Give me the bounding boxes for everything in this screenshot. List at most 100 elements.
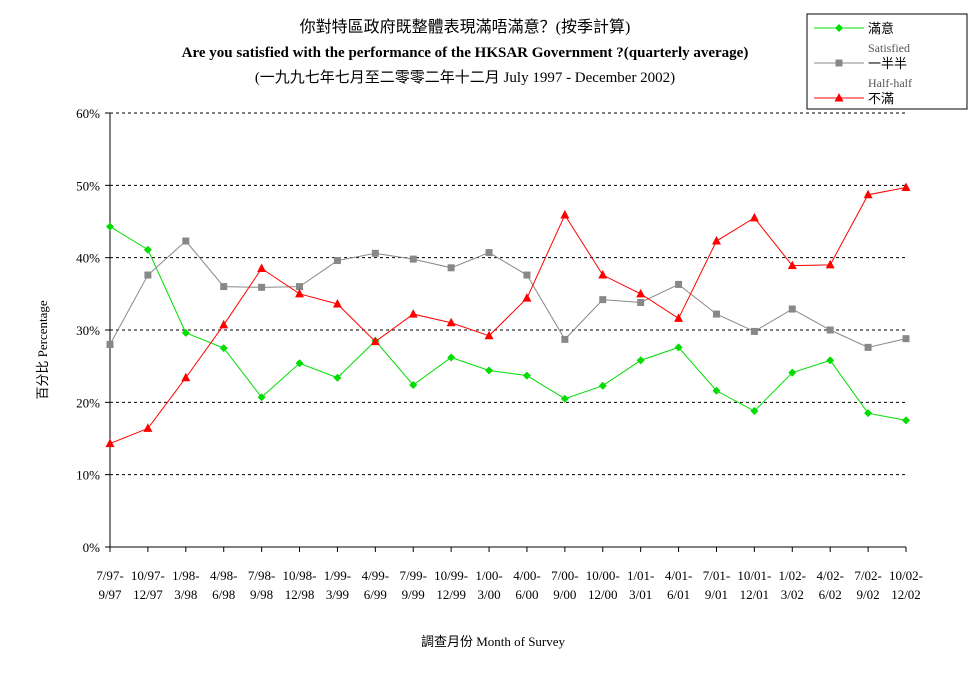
data-point [636,356,645,365]
x-tick-label: 4/99- [362,568,389,583]
x-tick-label: 9/99 [402,587,425,602]
legend-marker [834,93,844,102]
data-point [788,368,797,377]
data-point [825,259,835,269]
data-point [143,423,153,432]
data-point [333,257,341,265]
series-0 [106,222,910,425]
x-tick-label: 6/01 [667,587,690,602]
data-point [750,407,759,416]
x-tick-label: 12/02 [891,587,921,602]
legend-label-en: Satisfied [868,41,910,55]
data-point [258,283,266,291]
data-point [636,288,646,298]
data-point [408,309,418,318]
data-point [182,237,190,245]
data-point [143,245,152,254]
data-point [257,263,267,273]
data-point [675,280,683,288]
chart-subtitle: Are you satisfied with the performance o… [182,45,749,61]
y-tick-label: 40% [76,251,100,266]
data-point [711,236,721,245]
x-tick-label: 7/02- [854,568,881,583]
series-line [109,226,907,421]
x-axis-label: 調查月份 Month of Survey [421,634,566,649]
y-axis-ticks: 0% 10% 20% 30% 40% 50% 60% [76,106,110,555]
x-tick-label: 12/00 [588,587,618,602]
x-tick-label: 4/00- [513,568,540,583]
x-tick-label: 9/97 [98,587,122,602]
x-tick-label: 10/02- [889,568,923,583]
data-point [181,328,190,337]
x-tick-label: 12/01 [740,587,770,602]
data-point [902,335,910,343]
data-point [561,335,569,343]
y-tick-label: 50% [76,178,100,193]
data-point [826,356,835,365]
data-point [106,340,114,348]
data-point [333,373,342,382]
y-axis-label: 百分比 Percentage [35,300,50,400]
x-tick-label: 4/98- [210,568,237,583]
data-point [674,313,684,322]
data-point [257,393,266,402]
x-tick-label: 3/98 [174,587,197,602]
x-tick-label: 4/01- [665,568,692,583]
x-tick-label: 1/99- [324,568,351,583]
data-point [409,255,417,263]
data-point [560,209,570,219]
data-point [560,394,569,403]
data-point [219,319,229,329]
x-axis-ticks: 7/97- 9/97 10/97- 12/97 1/98- 3/98 4/98- 6/98 7/… [96,547,923,602]
data-point [332,298,342,308]
data-point [598,381,607,390]
x-tick-label: 10/98- [283,568,317,583]
data-point [598,270,608,279]
grid [109,112,906,548]
data-point [788,305,796,313]
series-line [109,187,907,445]
data-point [864,343,872,351]
y-tick-label: 10% [76,468,100,483]
data-point [370,336,380,346]
data-point [219,344,228,353]
data-point [485,249,493,257]
x-tick-label: 6/00 [515,587,538,602]
x-tick-label: 9/02 [857,587,880,602]
chart-subtitle-2: (一九九七年七月至二零零二年十二月 July 1997 - December 2… [255,69,675,86]
data-point [522,293,532,302]
series-layer [105,182,911,448]
x-tick-label: 9/01 [705,587,728,602]
data-point [181,372,191,382]
x-tick-label: 3/01 [629,587,652,602]
data-point [144,271,152,279]
x-tick-label: 6/99 [364,587,387,602]
x-tick-label: 9/00 [553,587,576,602]
x-tick-label: 7/97- [96,568,123,583]
data-point [864,409,873,418]
data-point [522,371,531,380]
x-tick-label: 3/00 [477,587,500,602]
data-point [106,222,114,231]
data-point [637,299,645,307]
x-tick-label: 10/00- [586,568,620,583]
x-tick-label: 1/01- [627,568,654,583]
data-point [484,330,494,340]
x-tick-label: 3/99 [326,587,349,602]
data-point [295,288,305,298]
data-point [220,283,228,291]
data-point [447,264,455,272]
data-point [674,343,683,352]
x-tick-label: 3/02 [781,587,804,602]
x-tick-label: 6/98 [212,587,235,602]
series-2 [105,182,911,448]
y-tick-label: 0% [83,540,101,555]
data-point [826,326,834,334]
x-tick-label: 10/99- [434,568,468,583]
x-tick-label: 12/98 [285,587,315,602]
legend-label: 不滿 [868,91,894,106]
data-point [901,182,911,192]
y-tick-label: 20% [76,395,100,410]
